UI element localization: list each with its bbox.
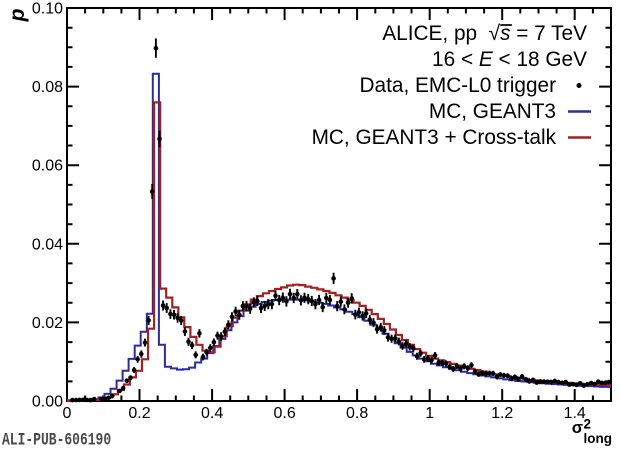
svg-text:σ: σ bbox=[572, 419, 583, 437]
svg-text:0.06: 0.06 bbox=[32, 158, 63, 175]
svg-text:1.2: 1.2 bbox=[491, 405, 513, 422]
svg-text:0.6: 0.6 bbox=[273, 405, 295, 422]
svg-text:0.00: 0.00 bbox=[32, 394, 63, 411]
svg-text:0.4: 0.4 bbox=[201, 405, 223, 422]
svg-text:1.4: 1.4 bbox=[564, 405, 586, 422]
svg-text:p: p bbox=[6, 8, 29, 22]
svg-text:0.8: 0.8 bbox=[346, 405, 368, 422]
svg-text:1: 1 bbox=[425, 405, 434, 422]
svg-text:0: 0 bbox=[63, 405, 72, 422]
svg-text:0.10: 0.10 bbox=[32, 1, 63, 18]
svg-text:MC, GEANT3 + Cross-talk: MC, GEANT3 + Cross-talk bbox=[312, 126, 557, 149]
svg-text:0.08: 0.08 bbox=[32, 79, 63, 96]
svg-text:MC, GEANT3: MC, GEANT3 bbox=[429, 100, 556, 123]
svg-text:16 < E < 18 GeV: 16 < E < 18 GeV bbox=[432, 48, 587, 71]
svg-text:ALI-PUB-606190: ALI-PUB-606190 bbox=[2, 430, 111, 448]
svg-text:ALICE, pp √s = 7 TeV: ALICE, pp √s = 7 TeV bbox=[382, 22, 587, 45]
svg-text:Data, EMC-L0 trigger: Data, EMC-L0 trigger bbox=[360, 74, 557, 97]
svg-text:0.02: 0.02 bbox=[32, 315, 63, 332]
svg-text:long: long bbox=[584, 431, 613, 446]
svg-text:0.2: 0.2 bbox=[128, 405, 150, 422]
svg-text:2: 2 bbox=[584, 417, 592, 432]
svg-text:0.04: 0.04 bbox=[32, 236, 63, 253]
